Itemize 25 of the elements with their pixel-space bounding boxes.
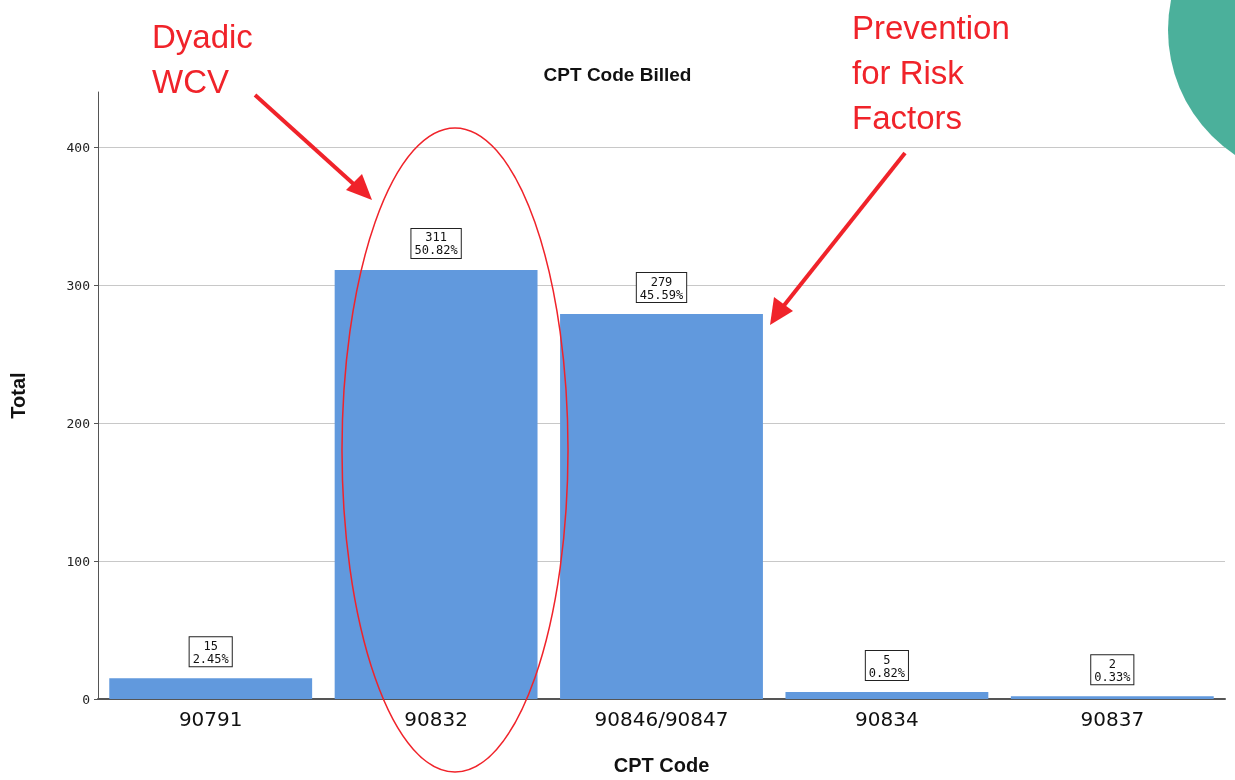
y-tick-label: 100 (66, 553, 90, 569)
x-tick-label: 90837 (1080, 707, 1145, 731)
annotation: Prevention for Risk Factors (852, 9, 1019, 136)
data-label: 279 45.59% (639, 274, 684, 302)
y-tick-label: 0 (82, 691, 90, 707)
data-label: 311 50.82% (414, 230, 459, 258)
data-label: 5 0.82% (868, 652, 906, 680)
x-tick-label: 90834 (855, 707, 919, 731)
bar (334, 269, 538, 699)
x-tick-label: 90832 (404, 707, 468, 731)
y-tick-label: 400 (66, 139, 90, 155)
y-axis-title: Total (7, 372, 29, 419)
x-tick-label: 90846/90847 (594, 707, 729, 731)
data-label: 15 2.45% (192, 638, 230, 666)
chart-title: CPT Code Billed (543, 64, 692, 85)
x-tick-label: 90791 (178, 707, 243, 731)
data-label: 2 0.33% (1094, 656, 1132, 684)
x-axis-title: CPT Code (613, 754, 710, 776)
y-tick-label: 300 (66, 277, 90, 293)
bar (109, 678, 313, 699)
y-tick-label: 200 (66, 415, 90, 431)
bar (785, 692, 989, 699)
annotation: Dyadic WCV (152, 18, 263, 100)
bar (1010, 696, 1214, 699)
bar (560, 314, 763, 699)
